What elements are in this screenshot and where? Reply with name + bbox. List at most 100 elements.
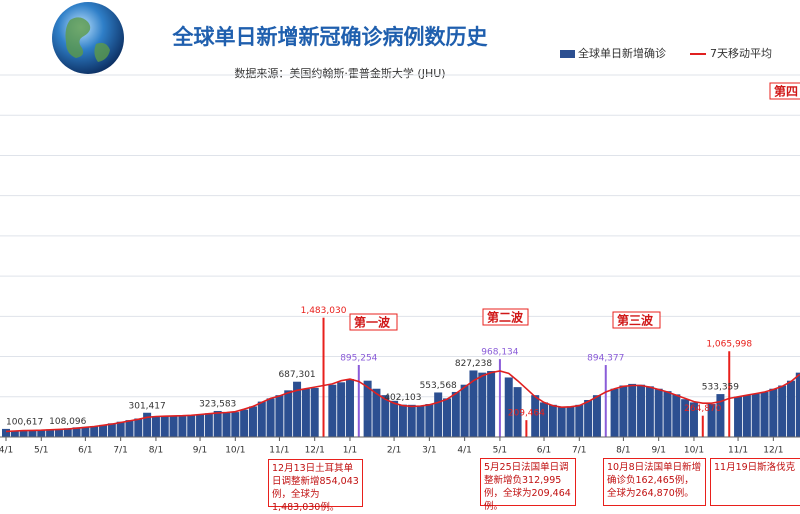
data-label: 968,134 bbox=[481, 348, 518, 358]
bar bbox=[266, 398, 275, 437]
bar bbox=[231, 412, 240, 437]
bar bbox=[398, 404, 407, 437]
x-tick-label: 7/1 bbox=[572, 446, 586, 456]
bar bbox=[513, 387, 522, 437]
x-tick-label: 1/1 bbox=[343, 446, 357, 456]
data-label: 894,377 bbox=[587, 354, 624, 364]
x-tick-label: 4/1 bbox=[457, 446, 471, 456]
data-label: 895,254 bbox=[340, 353, 377, 363]
bar bbox=[434, 392, 443, 437]
bar bbox=[345, 379, 354, 437]
bar bbox=[654, 388, 663, 437]
bar bbox=[769, 388, 778, 437]
bar bbox=[504, 377, 513, 437]
bar bbox=[54, 428, 63, 437]
x-tick-label: 6/1 bbox=[537, 446, 551, 456]
globe-land bbox=[65, 17, 110, 62]
bar bbox=[628, 383, 637, 437]
bar bbox=[778, 385, 787, 437]
bar bbox=[734, 396, 743, 437]
wave-label: 第三波 bbox=[617, 313, 654, 328]
x-tick-label: 10/1 bbox=[225, 446, 245, 456]
bar bbox=[416, 405, 425, 437]
bar bbox=[566, 406, 575, 437]
bar bbox=[293, 381, 302, 437]
bar bbox=[28, 430, 37, 437]
bar bbox=[81, 426, 90, 437]
bar bbox=[672, 394, 681, 437]
bar bbox=[584, 399, 593, 437]
bar bbox=[681, 399, 690, 437]
highlight-bar bbox=[322, 317, 325, 437]
bar bbox=[751, 393, 760, 437]
bar bbox=[125, 420, 134, 437]
chart: 全球单日新增新冠确诊病例数历史 数据来源：美国约翰斯·霍普金斯大学 (JHU) … bbox=[0, 2, 800, 456]
data-label: 301,417 bbox=[129, 401, 166, 411]
bar bbox=[760, 391, 769, 437]
bar bbox=[328, 384, 337, 437]
bar bbox=[196, 414, 205, 437]
bar bbox=[592, 395, 601, 437]
x-tick-label: 3/1 bbox=[422, 446, 436, 456]
bar bbox=[107, 423, 116, 437]
x-tick-label: 8/1 bbox=[149, 446, 163, 456]
x-tick-label: 11/1 bbox=[728, 446, 748, 456]
x-tick-label: 12/1 bbox=[305, 446, 325, 456]
bar bbox=[134, 418, 143, 437]
bar bbox=[10, 430, 19, 437]
bar bbox=[443, 398, 451, 437]
bar bbox=[178, 416, 187, 437]
bar bbox=[716, 394, 725, 437]
bar bbox=[337, 382, 346, 437]
x-tick-label: 5/1 bbox=[34, 446, 48, 456]
bar bbox=[213, 410, 222, 437]
x-tick-label: 10/1 bbox=[684, 446, 704, 456]
data-label: 402,103 bbox=[384, 393, 421, 403]
note: 5月25日法国单日调整新增负312,995例，全球为209,464例。 bbox=[480, 458, 576, 512]
bar bbox=[451, 391, 460, 437]
bar bbox=[407, 404, 416, 437]
bar bbox=[487, 371, 496, 437]
x-tick-label: 5/1 bbox=[493, 446, 507, 456]
data-label: 323,583 bbox=[199, 399, 236, 409]
chart-title: 全球单日新增新冠确诊病例数历史 bbox=[172, 25, 489, 49]
x-tick-label: 2/1 bbox=[387, 446, 401, 456]
bar bbox=[222, 412, 231, 437]
wave-box bbox=[769, 82, 800, 100]
bar bbox=[689, 402, 698, 437]
bar bbox=[90, 426, 99, 437]
bar bbox=[46, 429, 55, 437]
bar bbox=[742, 395, 751, 437]
data-label: 264,870 bbox=[684, 404, 721, 414]
bar bbox=[204, 413, 213, 437]
x-tick-label: 11/1 bbox=[269, 446, 289, 456]
legend-label: 7天移动平均 bbox=[710, 47, 772, 60]
x-tick-label: 8/1 bbox=[616, 446, 630, 456]
data-label: 553,568 bbox=[420, 381, 457, 391]
wave-box bbox=[349, 313, 398, 331]
bar bbox=[248, 406, 257, 437]
x-tick-label: 9/1 bbox=[193, 446, 207, 456]
data-label: 533,359 bbox=[702, 383, 739, 393]
x-tick-label: 6/1 bbox=[78, 446, 92, 456]
x-tick-label: 4/1 bbox=[0, 446, 13, 456]
bar bbox=[610, 388, 619, 437]
wave-box bbox=[482, 308, 529, 326]
data-label: 827,238 bbox=[455, 359, 492, 369]
bar bbox=[99, 424, 108, 437]
legend-swatch bbox=[560, 50, 575, 58]
bar bbox=[275, 395, 284, 437]
bar bbox=[160, 416, 169, 437]
bar bbox=[557, 407, 566, 437]
bar bbox=[363, 380, 372, 437]
bar bbox=[645, 386, 654, 437]
x-tick-label: 12/1 bbox=[763, 446, 783, 456]
bar bbox=[619, 385, 628, 437]
globe-icon bbox=[52, 2, 124, 74]
bar bbox=[663, 391, 672, 437]
bar bbox=[795, 372, 800, 437]
data-label: 100,617 bbox=[6, 417, 43, 427]
highlight-bar bbox=[604, 365, 607, 437]
bar bbox=[469, 370, 478, 437]
